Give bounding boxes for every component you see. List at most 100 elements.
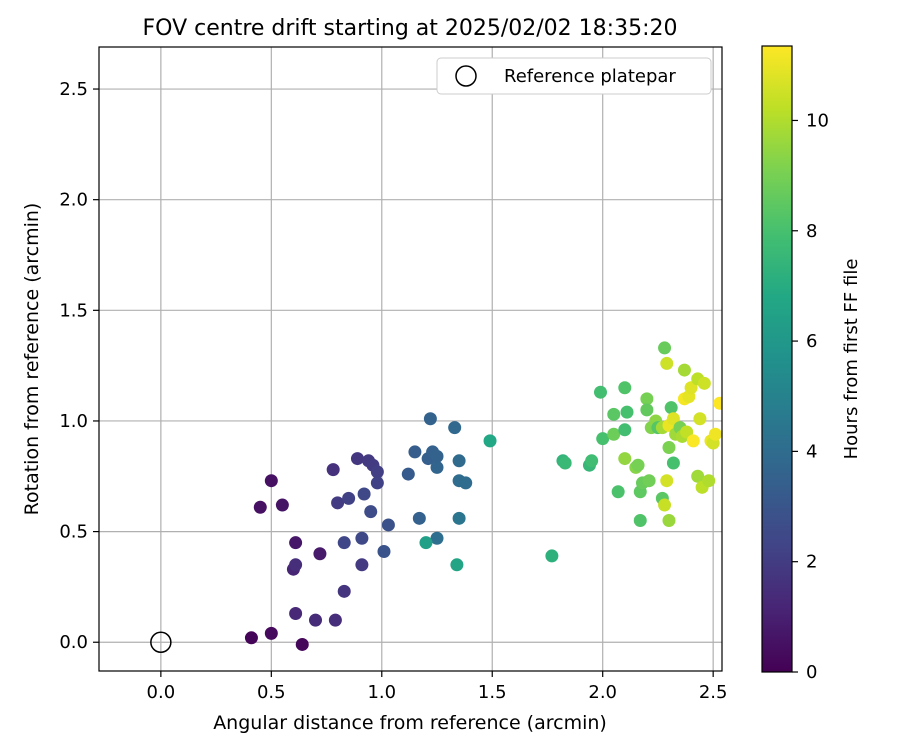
x-tick-label: 1.0 [367, 682, 396, 703]
colorbar-tick-label: 0 [806, 662, 817, 683]
data-point [331, 496, 345, 510]
data-point [423, 412, 437, 426]
x-tick-label: 2.0 [588, 682, 617, 703]
data-point [660, 356, 674, 370]
legend-box [436, 57, 712, 95]
data-point [545, 549, 559, 563]
data-point [289, 558, 303, 572]
colorbar-tick-label: 10 [806, 110, 829, 131]
data-point [585, 454, 599, 468]
data-point [593, 385, 607, 399]
data-point [370, 465, 384, 479]
data-point [401, 467, 415, 481]
colorbar-gradient [761, 45, 793, 673]
data-point [660, 474, 674, 488]
data-point [253, 500, 267, 514]
data-point [666, 412, 680, 426]
data-point [430, 449, 444, 463]
data-point [459, 476, 473, 490]
plot-frame [98, 46, 723, 672]
data-point [337, 584, 351, 598]
legend: Reference platepar [436, 57, 712, 95]
data-point [357, 487, 371, 501]
data-point [483, 434, 497, 448]
data-point [275, 498, 289, 512]
data-point [295, 637, 309, 651]
y-tick-label: 0.0 [59, 632, 88, 653]
data-point [684, 381, 698, 395]
colorbar-tick-label: 6 [806, 331, 817, 352]
data-point [691, 469, 705, 483]
chart-title: FOV centre drift starting at 2025/02/02 … [143, 16, 678, 41]
data-point [686, 434, 700, 448]
data-point [713, 396, 722, 410]
data-point [664, 401, 678, 415]
y-tick-label: 1.5 [59, 300, 88, 321]
data-point [708, 427, 722, 441]
colorbar-label: Hours from first FF file [841, 259, 862, 460]
data-point [450, 558, 464, 572]
y-tick-label: 0.5 [59, 522, 88, 543]
data-point [430, 460, 444, 474]
data-point [662, 441, 676, 455]
data-point [558, 456, 572, 470]
y-ticks: 0.0 0.5 1.0 1.5 2.0 2.5 [59, 79, 99, 653]
reference-marker [150, 631, 172, 653]
data-point [620, 405, 634, 419]
colorbar-tick-label: 8 [806, 221, 817, 242]
colorbar-tick-label: 4 [806, 441, 817, 462]
y-tick-label: 2.5 [59, 79, 88, 100]
data-point [408, 445, 422, 459]
data-point [658, 341, 672, 355]
legend-marker-reference [455, 65, 477, 87]
colorbar: 0 2 4 6 8 10 Hours from first FF file [761, 45, 862, 683]
data-point [607, 427, 621, 441]
y-tick-label: 2.0 [59, 190, 88, 211]
data-point [618, 381, 632, 395]
x-ticks: 0.0 0.5 1.0 1.5 2.0 2.5 [147, 671, 728, 703]
data-point [355, 558, 369, 572]
data-point [364, 505, 378, 519]
data-point [642, 474, 656, 488]
data-point [677, 363, 691, 377]
data-point [662, 514, 676, 528]
data-point [658, 498, 672, 512]
data-point [702, 474, 716, 488]
data-point [381, 518, 395, 532]
data-point [337, 536, 351, 550]
x-tick-label: 1.5 [478, 682, 507, 703]
data-point [666, 456, 680, 470]
data-point [370, 476, 384, 490]
data-point [419, 536, 433, 550]
data-point [693, 412, 707, 426]
data-point [377, 545, 391, 559]
data-point [326, 463, 340, 477]
y-tick-label: 1.0 [59, 411, 88, 432]
data-point [618, 452, 632, 466]
data-point [309, 613, 323, 627]
data-point [680, 425, 694, 439]
data-point [328, 613, 342, 627]
data-point [611, 485, 625, 499]
data-point [640, 403, 654, 417]
data-point [633, 514, 647, 528]
data-point [631, 458, 645, 472]
colorbar-tick-label: 2 [806, 552, 817, 573]
data-point [607, 407, 621, 421]
colorbar-ticks: 0 2 4 6 8 10 [792, 110, 829, 683]
data-point [244, 631, 258, 645]
data-point [412, 511, 426, 525]
data-point [448, 421, 462, 435]
y-axis-label: Rotation from reference (arcmin) [21, 203, 43, 516]
data-point [596, 432, 610, 446]
data-point [355, 531, 369, 545]
grid [99, 47, 722, 671]
x-tick-label: 2.5 [699, 682, 728, 703]
x-tick-label: 0.5 [257, 682, 286, 703]
x-tick-label: 0.0 [147, 682, 176, 703]
data-point [289, 536, 303, 550]
data-point [430, 531, 444, 545]
data-point [350, 452, 364, 466]
